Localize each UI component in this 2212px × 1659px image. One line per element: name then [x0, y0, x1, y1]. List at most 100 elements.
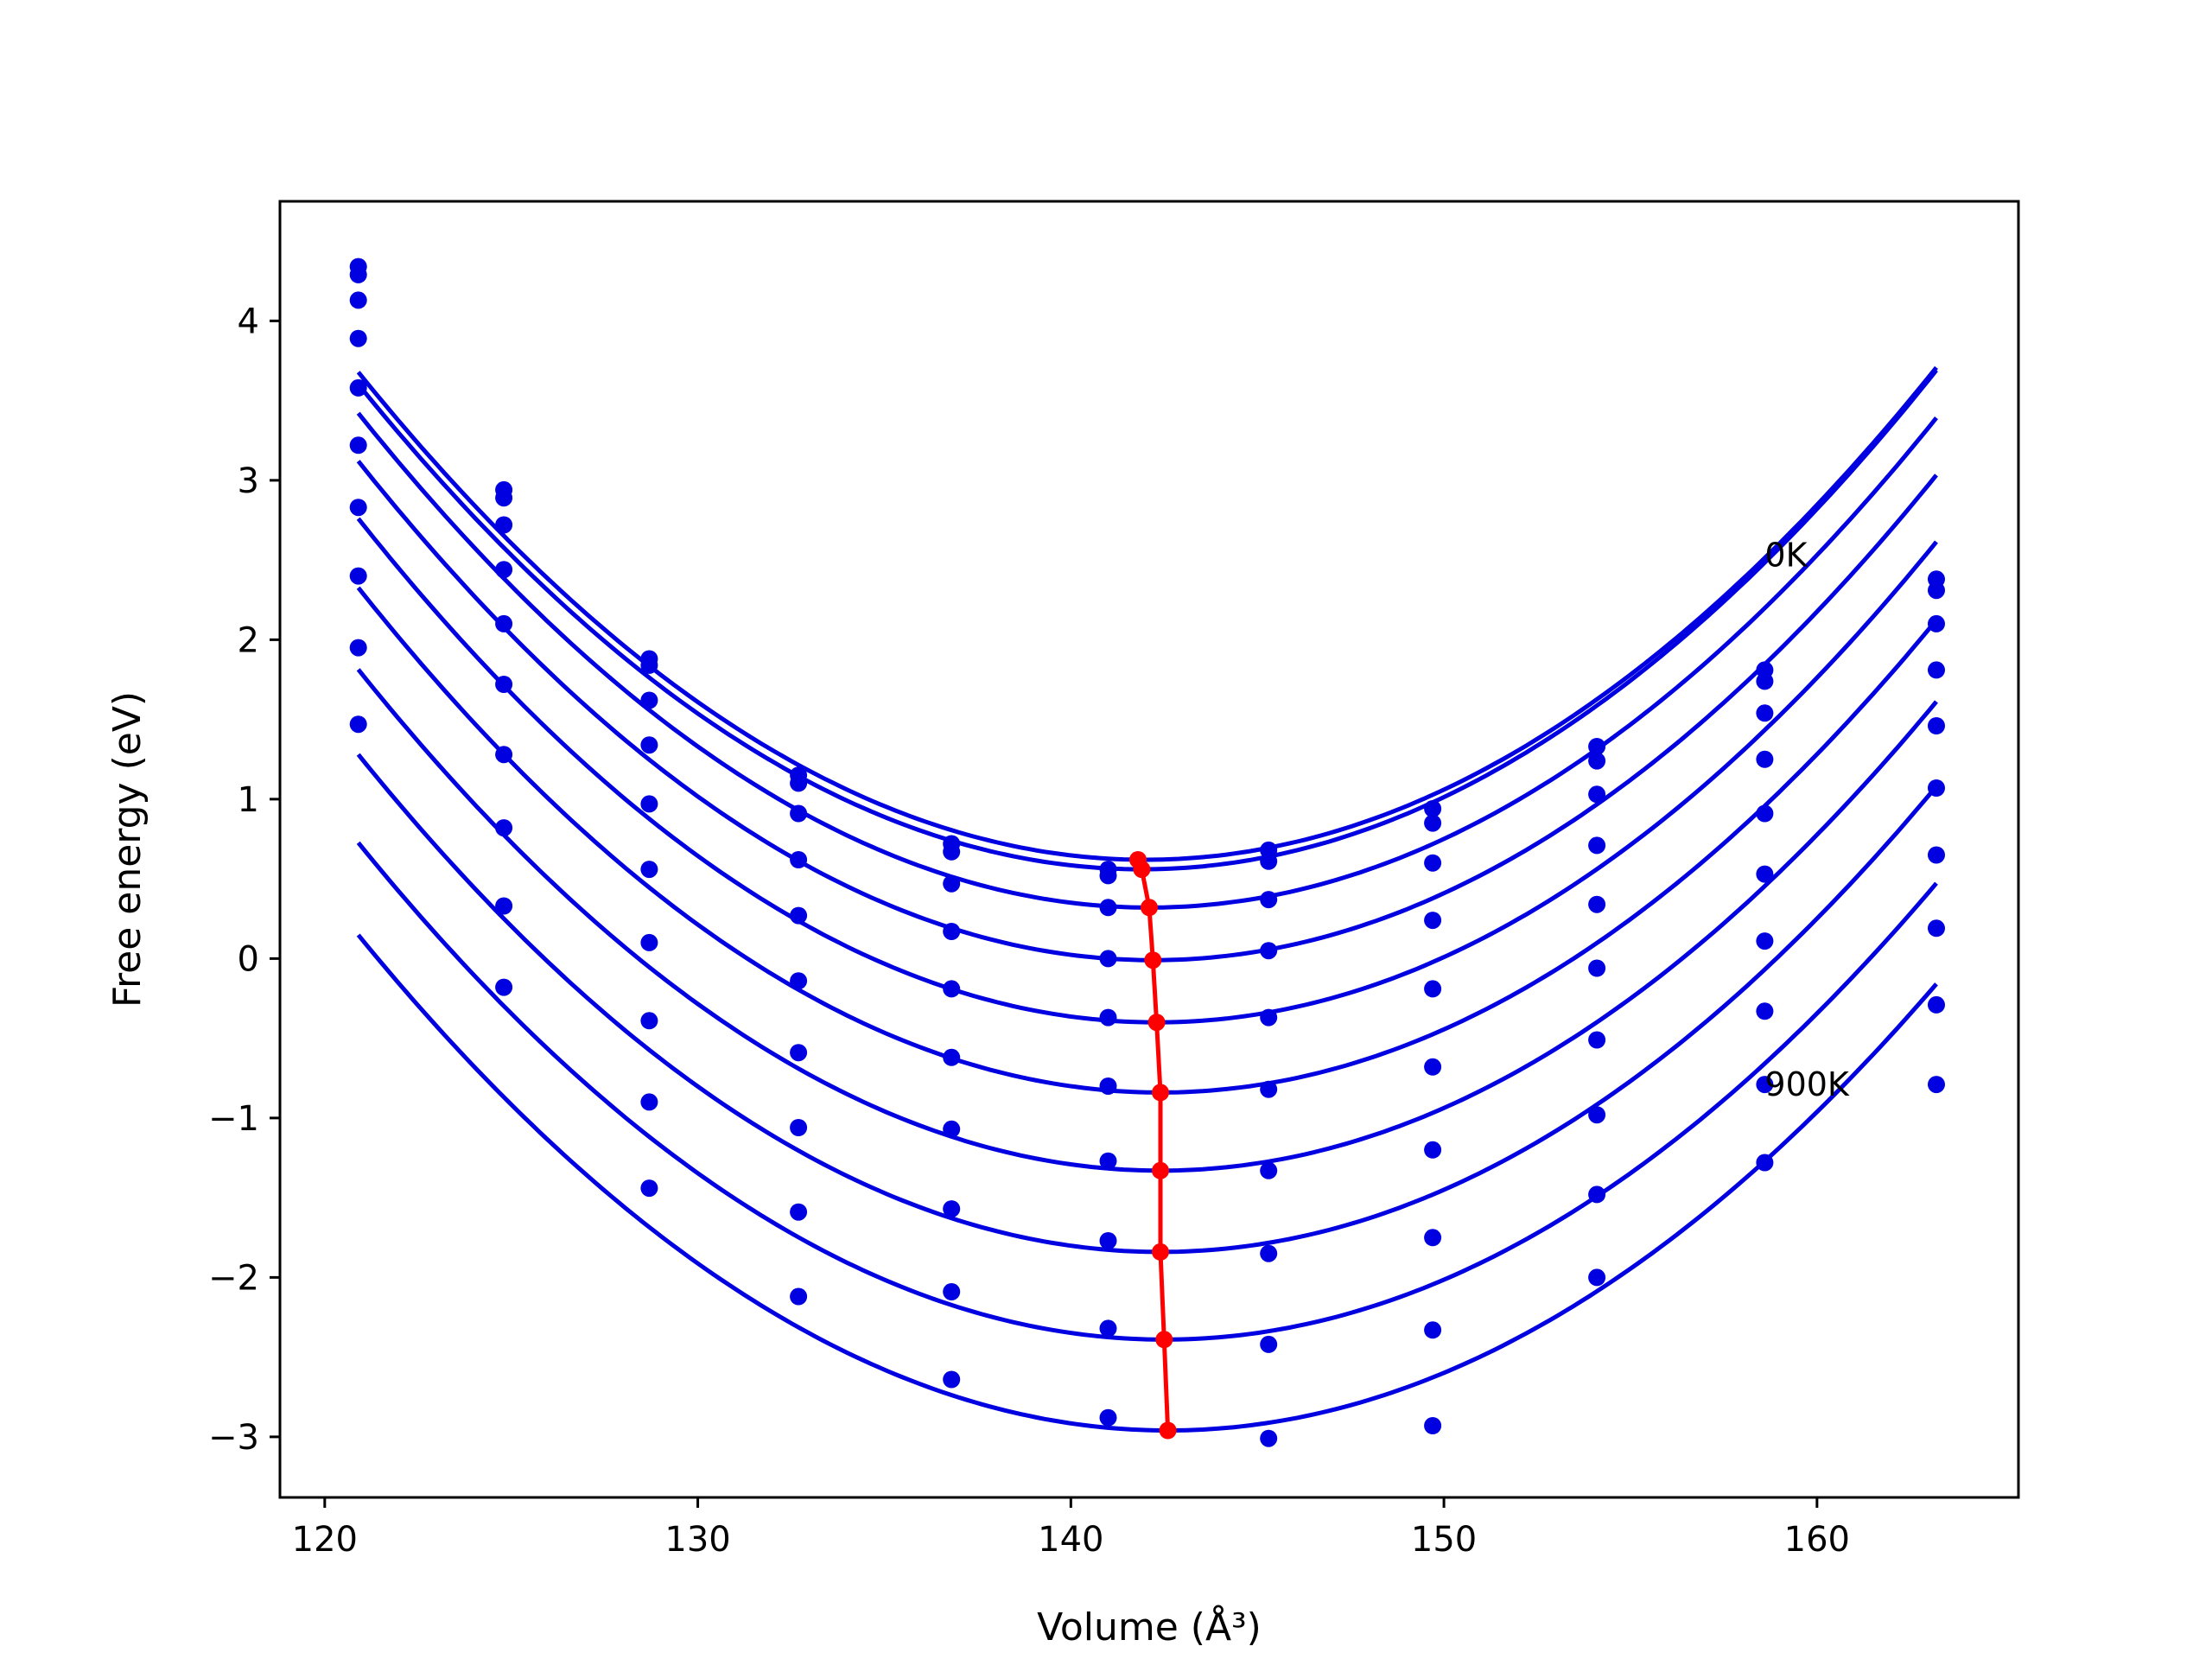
data-point-s3-8	[1588, 836, 1606, 855]
data-point-s4-5	[1099, 1008, 1117, 1027]
data-point-s3-9	[1756, 750, 1774, 768]
data-point-s5-4	[943, 1048, 961, 1066]
data-point-s5-1	[495, 676, 513, 693]
data-point-s6-6	[1260, 1161, 1278, 1179]
data-point-s9-10	[1928, 1076, 1945, 1094]
data-point-s8-2	[640, 1093, 658, 1111]
data-point-s3-6	[1260, 942, 1278, 960]
data-point-s8-8	[1588, 1185, 1606, 1204]
data-point-s6-10	[1928, 846, 1945, 864]
data-point-s3-0	[349, 329, 367, 347]
equilibrium-path	[1135, 859, 1171, 1431]
data-point-s2-2	[640, 691, 658, 709]
data-point-s2-5	[1099, 899, 1117, 917]
data-point-s9-8	[1588, 1268, 1606, 1287]
data-point-s8-3	[790, 1203, 808, 1221]
data-point-s5-0	[349, 436, 367, 454]
data-point-s8-5	[1099, 1319, 1117, 1338]
data-point-s1-2	[640, 656, 658, 674]
x-tick-label-120: 120	[292, 1520, 358, 1560]
data-point-s7-8	[1588, 1106, 1606, 1124]
data-point-s8-9	[1756, 1076, 1774, 1094]
data-point-s3-7	[1424, 912, 1442, 930]
data-point-s6-1	[495, 746, 513, 764]
equilibrium-point-8	[1155, 1331, 1173, 1349]
data-point-s7-3	[790, 1119, 808, 1136]
data-point-s5-6	[1260, 1080, 1278, 1098]
data-point-s0-8	[1588, 738, 1606, 755]
data-point-s2-3	[790, 804, 808, 823]
data-point-s8-1	[495, 897, 513, 915]
data-point-s2-7	[1424, 854, 1442, 872]
x-axis-label: Volume (Å³)	[1037, 1604, 1262, 1649]
data-point-s5-7	[1424, 1058, 1442, 1076]
data-point-s5-2	[640, 861, 658, 879]
data-point-s8-0	[349, 639, 367, 657]
fit-curve-5	[356, 586, 1938, 1095]
data-point-s2-10	[1928, 614, 1945, 632]
data-point-s1-9	[1756, 672, 1774, 690]
data-point-s8-6	[1260, 1335, 1278, 1353]
data-point-s1-3	[790, 774, 808, 792]
data-point-s6-0	[349, 499, 367, 517]
data-point-s4-9	[1756, 804, 1774, 823]
data-point-s7-10	[1928, 919, 1945, 938]
x-tick-label-160: 160	[1784, 1520, 1850, 1560]
data-point-s2-6	[1260, 891, 1278, 909]
data-point-s7-2	[640, 1012, 658, 1030]
equilibrium-point-4	[1147, 1014, 1166, 1032]
plot-frame	[278, 200, 2020, 1499]
data-point-s9-3	[790, 1287, 808, 1306]
data-point-s4-2	[640, 795, 658, 813]
data-point-s7-5	[1099, 1232, 1117, 1249]
y-axis-label: Free energy (eV)	[105, 691, 149, 1007]
data-point-s7-4	[943, 1200, 961, 1218]
data-point-s9-5	[1099, 1408, 1117, 1427]
x-axis-ticks: 120 130 140 150 160	[292, 1497, 1850, 1560]
data-point-s3-3	[790, 851, 808, 868]
equilibrium-point-3	[1144, 951, 1162, 969]
y-tick-label-6: 3	[238, 461, 259, 501]
data-point-s1-6	[1260, 852, 1278, 870]
data-point-s4-8	[1588, 895, 1606, 913]
data-point-s5-8	[1588, 959, 1606, 977]
data-point-s4-1	[495, 614, 513, 632]
data-point-s1-5	[1099, 867, 1117, 885]
data-point-s7-1	[495, 819, 513, 837]
data-point-s5-5	[1099, 1077, 1117, 1095]
equilibrium-line	[1129, 851, 1177, 1440]
fit-curve-9	[356, 933, 1938, 1433]
data-point-s2-4	[943, 874, 961, 893]
data-point-s6-9	[1756, 932, 1774, 950]
data-point-s1-0	[349, 265, 367, 283]
y-tick-label-7: 4	[238, 302, 259, 341]
data-point-s9-0	[349, 715, 367, 734]
data-point-s5-10	[1928, 779, 1945, 797]
data-point-s4-4	[943, 980, 961, 998]
data-point-s1-1	[495, 489, 513, 507]
annotation-900k: 900K	[1764, 1065, 1850, 1103]
fit-curve-8	[356, 841, 1938, 1342]
data-point-s7-7	[1424, 1229, 1442, 1247]
data-point-s4-3	[790, 906, 808, 925]
data-point-s4-10	[1928, 717, 1945, 734]
data-point-s1-4	[943, 842, 961, 861]
data-point-s7-0	[349, 567, 367, 585]
data-point-s6-4	[943, 1120, 961, 1138]
data-point-s6-8	[1588, 1031, 1606, 1049]
data-point-s5-9	[1756, 865, 1774, 883]
data-point-s7-9	[1756, 1002, 1774, 1020]
y-tick-label-0: −3	[208, 1418, 259, 1458]
data-point-s9-6	[1260, 1429, 1278, 1447]
x-tick-label-130: 130	[664, 1520, 730, 1560]
fit-curve-6	[356, 668, 1938, 1173]
data-point-s6-2	[640, 933, 658, 951]
y-tick-label-3: 0	[238, 939, 259, 979]
data-point-s4-0	[349, 378, 367, 397]
data-point-s3-10	[1928, 661, 1945, 679]
data-point-s5-3	[790, 972, 808, 990]
data-point-s4-7	[1424, 980, 1442, 998]
data-point-s9-2	[640, 1179, 658, 1198]
